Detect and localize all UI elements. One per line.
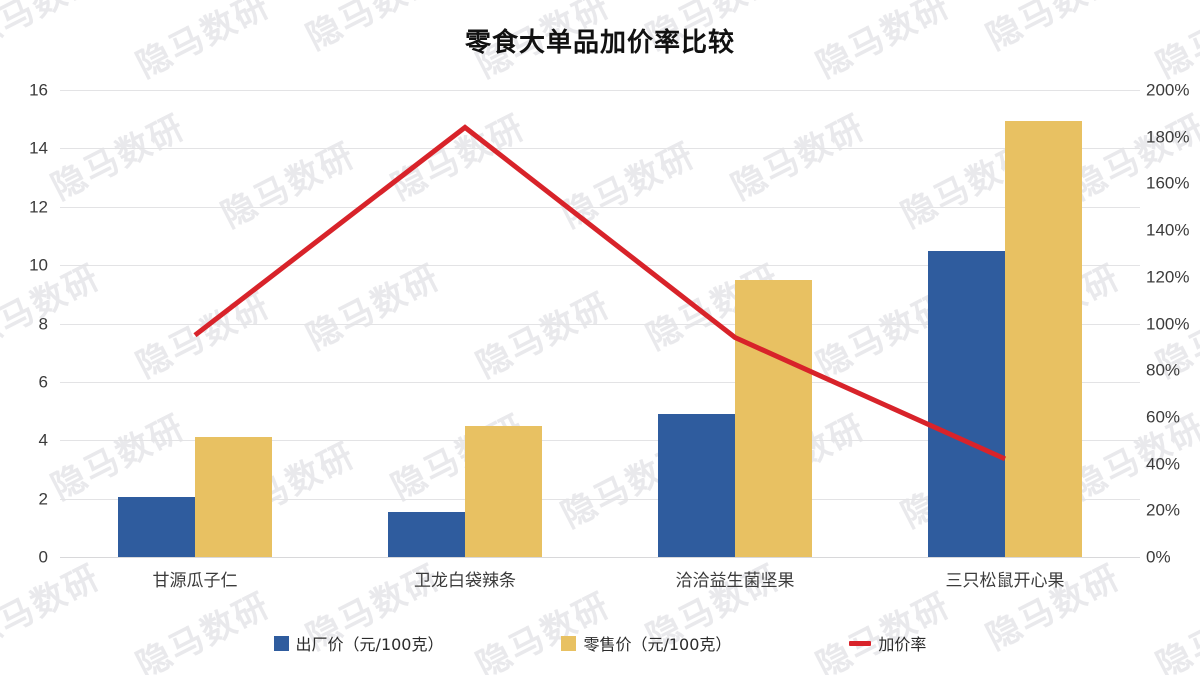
x-axis-category-label: 卫龙白袋辣条	[414, 571, 516, 591]
y-axis-right-tick: 20%	[1146, 500, 1181, 520]
y-axis-right-tick: 0%	[1146, 547, 1171, 567]
legend-item[interactable]: 零售价（元/100克）	[561, 631, 731, 655]
y-axis-left-tick: 14	[29, 138, 48, 158]
gridline	[60, 381, 1140, 383]
y-axis-left-tick: 16	[29, 80, 48, 100]
gridline	[60, 206, 1140, 208]
legend-line-icon	[849, 640, 872, 646]
bar-factory-price	[658, 413, 735, 557]
gridline	[60, 148, 1140, 150]
legend-item[interactable]: 出厂价（元/100克）	[273, 631, 444, 655]
bar-retail-price	[735, 279, 812, 557]
legend-square-icon	[561, 635, 577, 651]
y-axis-right-tick: 40%	[1146, 454, 1181, 474]
right-axis: 0% 20% 40% 60% 80% 100% 120% 140% 160% 180% 200%	[1146, 82, 1200, 566]
y-axis-right-tick: 200%	[1146, 80, 1190, 100]
x-axis-labels: 甘源瓜子仁 卫龙白袋辣条 洽洽益生菌坚果 三只松鼠开心果	[60, 566, 1140, 600]
gridline	[60, 265, 1140, 267]
gridline	[60, 90, 1140, 91]
line-series-layer	[193, 124, 1007, 462]
x-axis-category-label: 三只松鼠开心果	[945, 571, 1065, 591]
bar-retail-price	[465, 425, 542, 557]
bar-factory-price	[928, 250, 1005, 557]
watermark-text: 隐马数研	[1150, 585, 1200, 675]
y-axis-right-tick: 60%	[1146, 407, 1181, 427]
y-axis-left-tick: 0	[38, 547, 48, 567]
legend-label: 出厂价（元/100克）	[295, 635, 444, 654]
chart-title: 零食大单品加价率比较	[464, 28, 735, 58]
legend-square-icon	[273, 635, 289, 651]
chart-legend: 出厂价（元/100克） 零售价（元/100克） 加价率	[0, 628, 1200, 658]
y-axis-right-tick: 160%	[1146, 173, 1190, 193]
y-axis-right-tick: 140%	[1146, 220, 1190, 240]
legend-item[interactable]: 加价率	[849, 631, 926, 655]
gridline	[60, 323, 1140, 325]
bar-factory-price	[388, 511, 465, 557]
y-axis-left-tick: 2	[38, 489, 48, 509]
x-axis-category-label: 甘源瓜子仁	[152, 571, 238, 591]
y-axis-left-tick: 8	[38, 314, 48, 333]
gridline	[60, 557, 1140, 558]
markup-rate-line	[193, 124, 1007, 462]
y-axis-left-tick: 6	[38, 372, 48, 392]
bar-factory-price	[118, 497, 195, 557]
legend-label: 加价率	[878, 635, 927, 654]
y-axis-right-tick: 180%	[1146, 127, 1190, 147]
left-axis: 0 2 4 6 8 10 12 14 16	[0, 82, 48, 566]
y-axis-right-tick: 120%	[1146, 267, 1190, 287]
legend-label: 零售价（元/100克）	[583, 635, 732, 654]
y-axis-left-tick: 4	[38, 430, 48, 450]
y-axis-left-tick: 12	[29, 197, 48, 217]
bar-retail-price	[195, 437, 272, 557]
y-axis-right-tick: 100%	[1146, 314, 1190, 333]
plot-area	[60, 90, 1140, 558]
y-axis-right-tick: 80%	[1146, 360, 1181, 380]
bar-retail-price	[1005, 120, 1082, 557]
y-axis-left-tick: 10	[29, 255, 48, 275]
x-axis-category-label: 洽洽益生菌坚果	[675, 571, 795, 591]
gridline	[60, 498, 1140, 500]
gridline	[60, 440, 1140, 442]
